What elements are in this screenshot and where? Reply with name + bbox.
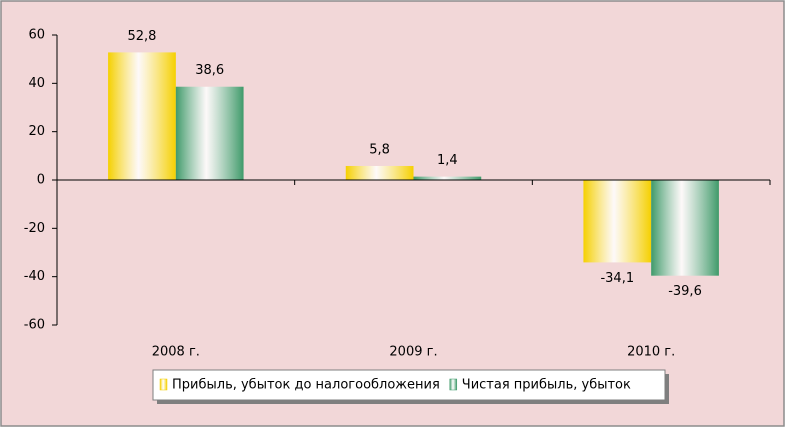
bar (108, 52, 176, 180)
y-tick-label: 0 (37, 173, 45, 188)
legend-label: Чистая прибыль, убыток (462, 378, 631, 393)
x-tick-label: 2008 г. (152, 345, 200, 360)
legend-swatch (449, 378, 458, 391)
value-label: 1,4 (437, 153, 458, 168)
value-label: 38,6 (195, 63, 224, 78)
legend-box (152, 369, 666, 401)
y-tick-label: -40 (24, 269, 45, 284)
value-label: -34,1 (600, 271, 634, 286)
y-tick-label: 60 (28, 28, 45, 43)
value-label: 52,8 (127, 29, 156, 44)
value-label: 5,8 (369, 142, 390, 157)
legend: Прибыль, убыток до налогообложения Чистая… (152, 369, 669, 404)
legend-swatch (159, 378, 168, 391)
bar (583, 180, 652, 263)
x-tick-label: 2009 г. (389, 345, 437, 360)
y-tick-label: 40 (28, 76, 45, 91)
bar (413, 176, 482, 180)
legend-label: Прибыль, убыток до налогообложения (172, 378, 440, 393)
x-tick-label: 2010 г. (627, 345, 675, 360)
y-tick-label: 20 (28, 124, 45, 139)
bar (651, 180, 719, 276)
value-label: -39,6 (668, 284, 702, 299)
y-tick-label: -20 (24, 221, 45, 236)
bar (175, 86, 244, 180)
bar (345, 165, 414, 180)
y-tick-label: -60 (24, 318, 45, 333)
